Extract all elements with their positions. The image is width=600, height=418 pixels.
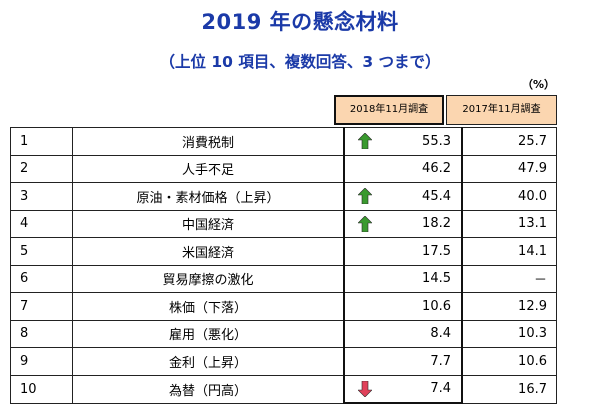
concern-label: 為替（円高）	[72, 374, 344, 404]
trend-cell	[343, 319, 385, 348]
trend-cell	[343, 292, 385, 321]
rank-cell: 6	[10, 264, 73, 293]
table-row: 6 貿易摩擦の激化 14.5 －	[10, 264, 557, 293]
value-2018: 7.7	[385, 347, 463, 376]
rank-cell: 2	[10, 154, 73, 183]
value-2017: 14.1	[462, 237, 557, 266]
trend-cell	[343, 237, 385, 266]
rank-cell: 4	[10, 209, 73, 238]
trend-cell	[343, 154, 385, 183]
table-row: 9 金利（上昇） 7.7 10.6	[10, 347, 557, 376]
value-2017: 10.3	[462, 319, 557, 348]
value-2018: 46.2	[385, 154, 463, 183]
trend-cell	[343, 209, 385, 238]
trend-cell	[343, 347, 385, 376]
arrow-up-icon	[358, 188, 372, 205]
rank-cell: 3	[10, 182, 73, 211]
value-2018: 18.2	[385, 209, 463, 238]
value-2018: 17.5	[385, 237, 463, 266]
value-2017: 25.7	[462, 127, 557, 156]
concern-label: 貿易摩擦の激化	[72, 264, 344, 293]
value-2017: 13.1	[462, 209, 557, 238]
concern-label: 金利（上昇）	[72, 347, 344, 376]
value-2017: 16.7	[462, 374, 557, 404]
column-header-2018: 2018年11月調査	[334, 95, 444, 125]
concern-label: 雇用（悪化）	[72, 319, 344, 348]
table-row: 3 原油・素材価格（上昇） 45.4 40.0	[10, 182, 557, 211]
table-row: 7 株価（下落） 10.6 12.9	[10, 292, 557, 321]
value-2018: 45.4	[385, 182, 463, 211]
value-2018: 8.4	[385, 319, 463, 348]
page-subtitle: （上位 10 項目、複数回答、3 つまで）	[159, 53, 441, 71]
value-2017: －	[462, 264, 557, 293]
table-row: 8 雇用（悪化） 8.4 10.3	[10, 319, 557, 348]
concern-label: 消費税制	[72, 127, 344, 156]
trend-cell	[343, 264, 385, 293]
trend-cell	[343, 127, 385, 156]
page-title: 2019 年の懸念材料	[201, 10, 399, 34]
rank-cell: 1	[10, 127, 73, 156]
concern-label: 米国経済	[72, 237, 344, 266]
concerns-table: 1 消費税制 55.3 25.7 2 人手不足 46.2 47.9 3 原油・素材価格（上昇） 45…	[10, 127, 557, 404]
value-2017: 12.9	[462, 292, 557, 321]
value-2018: 55.3	[385, 127, 463, 156]
value-2017: 10.6	[462, 347, 557, 376]
concern-label: 人手不足	[72, 154, 344, 183]
trend-cell	[343, 182, 385, 211]
arrow-down-icon	[358, 380, 372, 397]
table-row: 5 米国経済 17.5 14.1	[10, 237, 557, 266]
value-2017: 40.0	[462, 182, 557, 211]
value-2018: 10.6	[385, 292, 463, 321]
unit-label: （%）	[522, 78, 556, 91]
value-2018: 7.4	[385, 374, 463, 404]
rank-cell: 9	[10, 347, 73, 376]
rank-cell: 5	[10, 237, 73, 266]
table-row: 1 消費税制 55.3 25.7	[10, 127, 557, 156]
concern-label: 株価（下落）	[72, 292, 344, 321]
trend-cell	[343, 374, 385, 404]
rank-cell: 10	[10, 374, 73, 404]
concern-label: 原油・素材価格（上昇）	[72, 182, 344, 211]
value-2018: 14.5	[385, 264, 463, 293]
table-row: 2 人手不足 46.2 47.9	[10, 154, 557, 183]
table-row: 4 中国経済 18.2 13.1	[10, 209, 557, 238]
column-header-2017: 2017年11月調査	[446, 95, 557, 125]
arrow-up-icon	[358, 215, 372, 232]
table-row: 10 為替（円高） 7.4 16.7	[10, 374, 557, 404]
arrow-up-icon	[358, 133, 372, 150]
rank-cell: 8	[10, 319, 73, 348]
rank-cell: 7	[10, 292, 73, 321]
concern-label: 中国経済	[72, 209, 344, 238]
value-2017: 47.9	[462, 154, 557, 183]
